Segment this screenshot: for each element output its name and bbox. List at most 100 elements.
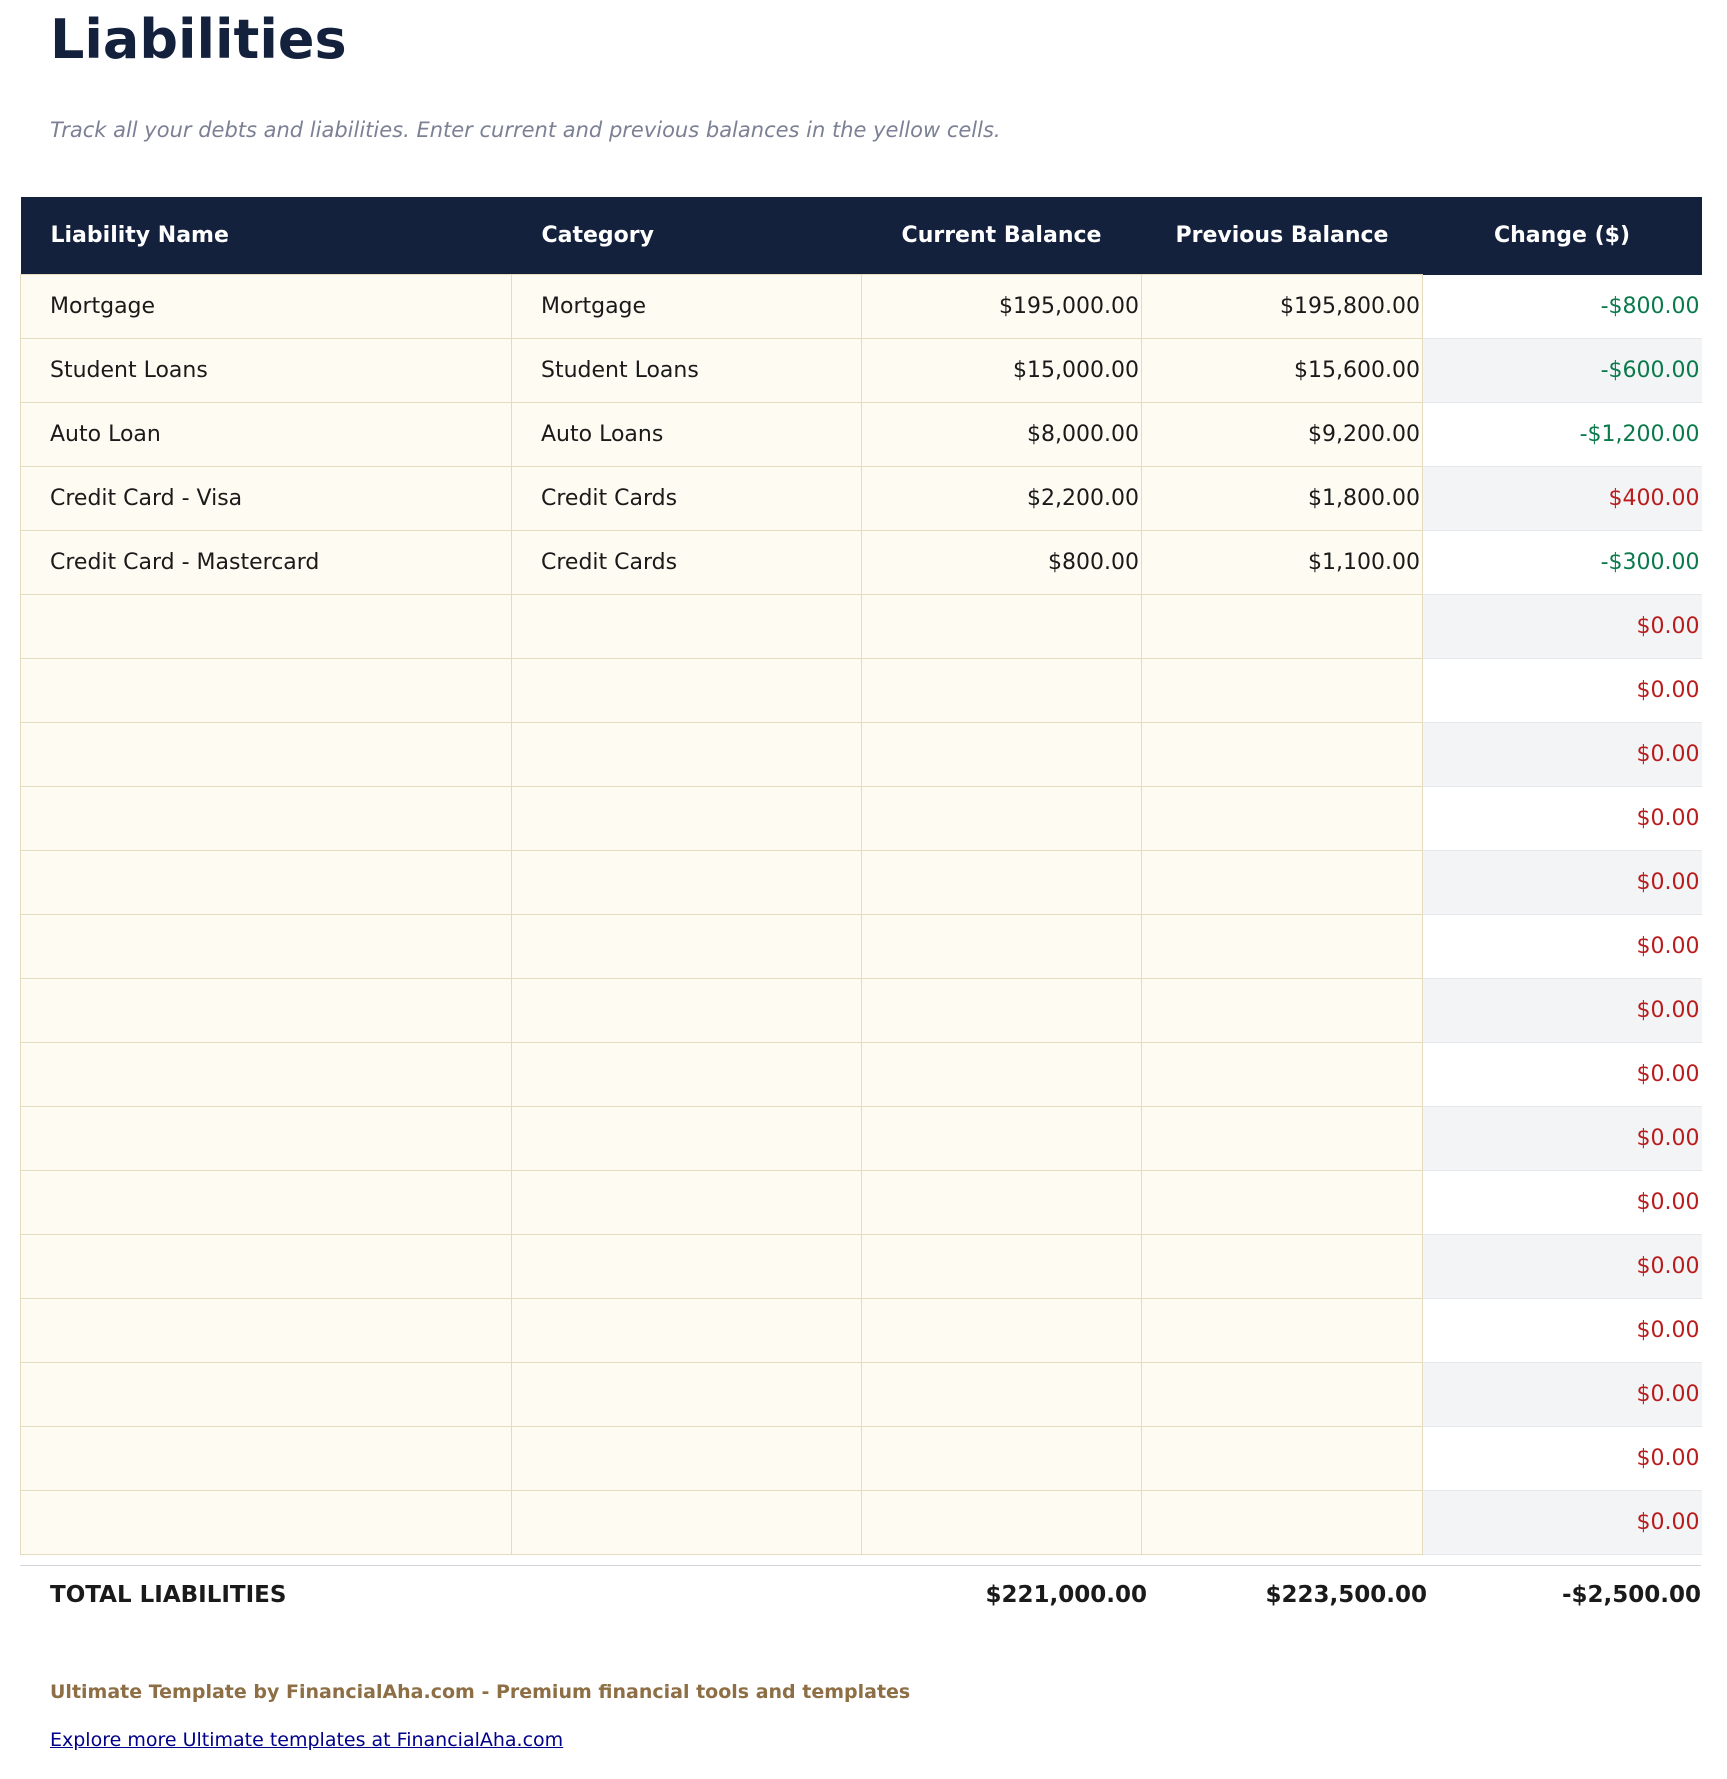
column-header-change: Change ($) <box>1422 197 1702 275</box>
table-header-row: Liability Name Category Current Balance … <box>20 197 1702 275</box>
category-cell[interactable] <box>511 658 862 723</box>
change-cell: $0.00 <box>1422 1490 1702 1555</box>
previous-balance-cell[interactable]: $1,800.00 <box>1141 466 1423 531</box>
category-cell[interactable]: Credit Cards <box>511 530 862 595</box>
liability-name-cell[interactable] <box>20 1298 512 1363</box>
category-cell[interactable]: Mortgage <box>511 274 862 339</box>
current-balance-cell[interactable] <box>861 978 1142 1043</box>
category-cell[interactable] <box>511 850 862 915</box>
previous-balance-cell[interactable] <box>1141 594 1423 659</box>
previous-balance-cell[interactable] <box>1141 1234 1423 1299</box>
current-balance-cell[interactable] <box>861 722 1142 787</box>
current-balance-cell[interactable] <box>861 1490 1142 1555</box>
category-cell[interactable] <box>511 1490 862 1555</box>
current-balance-cell[interactable] <box>861 1170 1142 1235</box>
previous-balance-cell[interactable] <box>1141 850 1423 915</box>
table-row: Mortgage Mortgage $195,000.00 $195,800.00 -$… <box>20 274 1702 339</box>
current-balance-cell[interactable] <box>861 658 1142 723</box>
previous-balance-cell[interactable]: $1,100.00 <box>1141 530 1423 595</box>
previous-balance-cell[interactable] <box>1141 1490 1423 1555</box>
current-balance-cell[interactable] <box>861 1042 1142 1107</box>
current-balance-cell[interactable] <box>861 1106 1142 1171</box>
liability-name-cell[interactable]: Student Loans <box>20 338 512 403</box>
column-header-name: Liability Name <box>20 197 512 275</box>
category-cell[interactable] <box>511 1042 862 1107</box>
liability-name-cell[interactable] <box>20 1042 512 1107</box>
change-cell: $0.00 <box>1422 1234 1702 1299</box>
table-row: Auto Loan Auto Loans $8,000.00 $9,200.00 -$1… <box>20 402 1702 467</box>
category-cell[interactable]: Student Loans <box>511 338 862 403</box>
category-cell[interactable] <box>511 914 862 979</box>
previous-balance-cell[interactable]: $15,600.00 <box>1141 338 1423 403</box>
liability-name-cell[interactable]: Mortgage <box>20 274 512 339</box>
current-balance-cell[interactable] <box>861 850 1142 915</box>
liability-name-cell[interactable] <box>20 1106 512 1171</box>
change-cell: $400.00 <box>1422 466 1702 531</box>
liability-name-cell[interactable] <box>20 722 512 787</box>
liability-name-cell[interactable] <box>20 914 512 979</box>
category-cell[interactable] <box>511 1426 862 1491</box>
current-balance-cell[interactable] <box>861 786 1142 851</box>
previous-balance-cell[interactable]: $195,800.00 <box>1141 274 1423 339</box>
category-cell[interactable] <box>511 1170 862 1235</box>
table-row: $0.00 <box>20 1490 1702 1555</box>
current-balance-cell[interactable] <box>861 1298 1142 1363</box>
category-cell[interactable] <box>511 1362 862 1427</box>
liability-name-cell[interactable] <box>20 594 512 659</box>
liability-name-cell[interactable] <box>20 1170 512 1235</box>
page-title: Liabilities <box>50 8 347 71</box>
liability-name-cell[interactable] <box>20 658 512 723</box>
previous-balance-cell[interactable]: $9,200.00 <box>1141 402 1423 467</box>
column-header-current-balance: Current Balance <box>861 197 1142 275</box>
liability-name-cell[interactable] <box>20 786 512 851</box>
liability-name-cell[interactable]: Auto Loan <box>20 402 512 467</box>
current-balance-cell[interactable] <box>861 1234 1142 1299</box>
previous-balance-cell[interactable] <box>1141 1106 1423 1171</box>
liability-name-cell[interactable] <box>20 1234 512 1299</box>
table-row: $0.00 <box>20 1106 1702 1171</box>
table-row: $0.00 <box>20 1170 1702 1235</box>
category-cell[interactable] <box>511 786 862 851</box>
current-balance-cell[interactable]: $8,000.00 <box>861 402 1142 467</box>
category-cell[interactable] <box>511 1298 862 1363</box>
total-label: TOTAL LIABILITIES <box>50 1582 287 1608</box>
liability-name-cell[interactable] <box>20 978 512 1043</box>
previous-balance-cell[interactable] <box>1141 722 1423 787</box>
current-balance-cell[interactable]: $15,000.00 <box>861 338 1142 403</box>
current-balance-cell[interactable] <box>861 594 1142 659</box>
liability-name-cell[interactable] <box>20 850 512 915</box>
current-balance-cell[interactable]: $800.00 <box>861 530 1142 595</box>
liability-name-cell[interactable]: Credit Card - Visa <box>20 466 512 531</box>
liability-name-cell[interactable]: Credit Card - Mastercard <box>20 530 512 595</box>
previous-balance-cell[interactable] <box>1141 658 1423 723</box>
table-row: $0.00 <box>20 914 1702 979</box>
category-cell[interactable] <box>511 978 862 1043</box>
footer-link[interactable]: Explore more Ultimate templates at Finan… <box>50 1729 564 1751</box>
table-row: $0.00 <box>20 1298 1702 1363</box>
previous-balance-cell[interactable] <box>1141 978 1423 1043</box>
change-cell: -$600.00 <box>1422 338 1702 403</box>
liability-name-cell[interactable] <box>20 1362 512 1427</box>
previous-balance-cell[interactable] <box>1141 1426 1423 1491</box>
category-cell[interactable] <box>511 1234 862 1299</box>
previous-balance-cell[interactable] <box>1141 1042 1423 1107</box>
current-balance-cell[interactable]: $2,200.00 <box>861 466 1142 531</box>
current-balance-cell[interactable] <box>861 914 1142 979</box>
previous-balance-cell[interactable] <box>1141 1170 1423 1235</box>
category-cell[interactable] <box>511 722 862 787</box>
liability-name-cell[interactable] <box>20 1426 512 1491</box>
previous-balance-cell[interactable] <box>1141 914 1423 979</box>
previous-balance-cell[interactable] <box>1141 1298 1423 1363</box>
total-previous-balance: $223,500.00 <box>1265 1582 1427 1608</box>
previous-balance-cell[interactable] <box>1141 786 1423 851</box>
table-row: $0.00 <box>20 1042 1702 1107</box>
category-cell[interactable]: Auto Loans <box>511 402 862 467</box>
category-cell[interactable] <box>511 594 862 659</box>
previous-balance-cell[interactable] <box>1141 1362 1423 1427</box>
category-cell[interactable]: Credit Cards <box>511 466 862 531</box>
current-balance-cell[interactable]: $195,000.00 <box>861 274 1142 339</box>
current-balance-cell[interactable] <box>861 1426 1142 1491</box>
category-cell[interactable] <box>511 1106 862 1171</box>
liability-name-cell[interactable] <box>20 1490 512 1555</box>
current-balance-cell[interactable] <box>861 1362 1142 1427</box>
